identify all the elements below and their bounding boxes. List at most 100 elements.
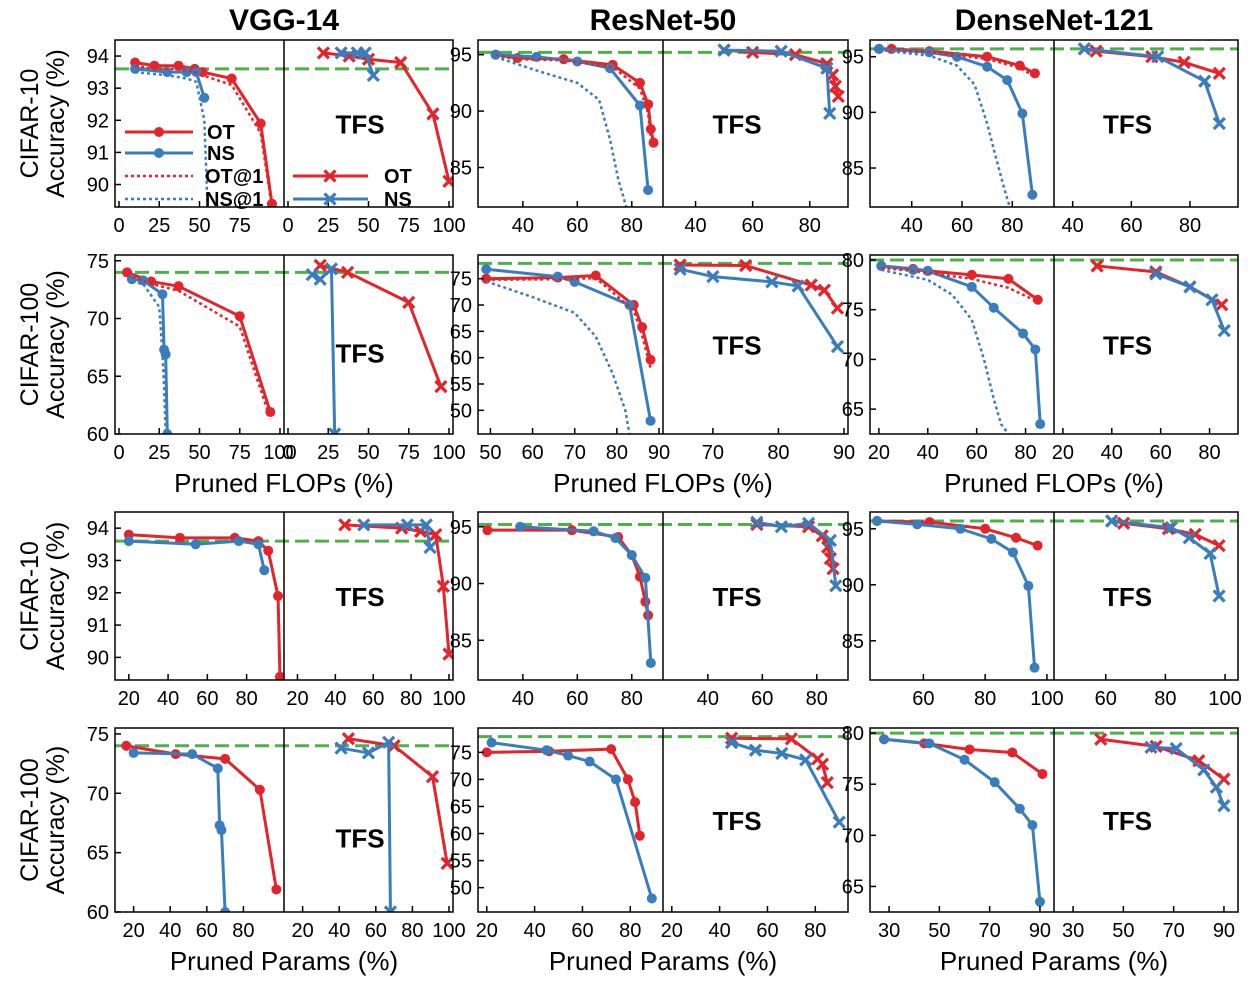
series-line [363,523,432,548]
data-point [515,521,526,532]
x-tick-label: 80 [974,688,996,710]
data-point [254,784,265,795]
subpanel-right [338,518,453,661]
x-tick-label: 60 [196,920,218,942]
data-point [423,540,437,555]
y-tick-label: 75 [87,251,109,273]
x-tick-label: 40 [523,920,545,942]
x-tick-label: 0 [113,215,124,237]
x-tick-label: 80 [806,688,828,710]
y-tick-label: 60 [450,348,472,370]
x-tick-label: 80 [400,688,422,710]
data-point [831,89,845,104]
data-point [584,756,595,767]
data-point [1205,293,1219,307]
data-point [123,536,134,547]
data-point [1151,50,1165,64]
x-tick-label: 75 [229,442,251,464]
x-tick-label: 100 [263,442,296,464]
data-point [988,302,999,313]
legend-label: OT [207,122,235,144]
x-tick-label: 70 [564,442,586,464]
series-line [1155,272,1226,332]
column-title: VGG-14 [229,4,339,37]
y-tick-label: 75 [450,742,472,764]
tfs-label: TFS [1103,110,1152,140]
data-point [1011,532,1022,543]
y-tick-label: 75 [450,269,472,291]
data-point [820,61,834,75]
tfs-label: TFS [712,331,761,361]
series-line [520,525,653,664]
y-tick-label: 90 [842,575,864,597]
x-tick-label: 75 [398,215,420,237]
data-point [823,106,837,120]
series-line [486,274,653,361]
data-point [1182,531,1196,545]
data-point [1177,55,1191,69]
x-axis-label: Pruned Params (%) [940,946,1168,976]
data-point [830,339,845,354]
x-tick-label: 20 [292,920,314,942]
data-point [829,579,843,593]
data-point [324,262,339,276]
x-tick-label: 80 [1014,442,1036,464]
subpanel-left [874,43,1040,207]
data-point [966,281,977,292]
data-point [590,270,601,281]
x-tick-label: 20 [661,920,683,942]
series-line [486,276,652,369]
subpanel-right [1090,259,1231,338]
x-tick-label: 20 [476,920,498,942]
data-point [1209,780,1224,794]
x-tick-label: 100 [432,688,465,710]
legend-marker [323,169,337,183]
x-tick-label: 90 [833,442,855,464]
y-tick-label: 95 [842,47,864,69]
tfs-label: TFS [1103,331,1152,361]
data-point [1164,521,1178,535]
x-tick-label: 80 [1179,215,1201,237]
data-point [626,550,637,561]
data-point [157,289,168,300]
row-label-line: CIFAR-10 [16,541,44,651]
x-tick-label: 40 [697,688,719,710]
series-line [495,54,655,151]
subpanel-right [305,258,448,434]
data-point [190,539,201,550]
subpanel-left [123,529,284,680]
data-point [804,278,818,292]
data-point [226,73,237,84]
x-tick-label: 60 [521,442,543,464]
data-point [1217,323,1231,338]
y-tick-label: 75 [842,774,864,796]
data-point [426,107,440,121]
data-point [419,518,433,532]
x-tick-label: 70 [1163,920,1185,942]
y-tick-label: 65 [87,843,109,865]
data-point [982,61,993,72]
x-tick-label: 25 [148,442,170,464]
data-point [361,746,376,760]
y-tick-label: 75 [842,300,864,322]
series-line [495,55,628,207]
data-point [828,79,843,93]
data-point [1197,763,1211,777]
data-point [739,258,753,273]
x-axis-label: Pruned FLOPs (%) [553,468,773,498]
x-tick-label: 20 [868,442,890,464]
x-tick-label: 80 [799,215,821,237]
data-point [400,518,414,532]
x-tick-label: 60 [365,920,387,942]
data-point [1029,662,1040,673]
data-point [1029,68,1040,79]
panel [869,39,1239,208]
data-point [541,745,552,756]
data-point [1027,820,1038,831]
data-point [750,515,764,529]
data-point [174,532,185,543]
row-label-line: Accuracy (%) [42,522,70,671]
data-point [1149,267,1163,281]
